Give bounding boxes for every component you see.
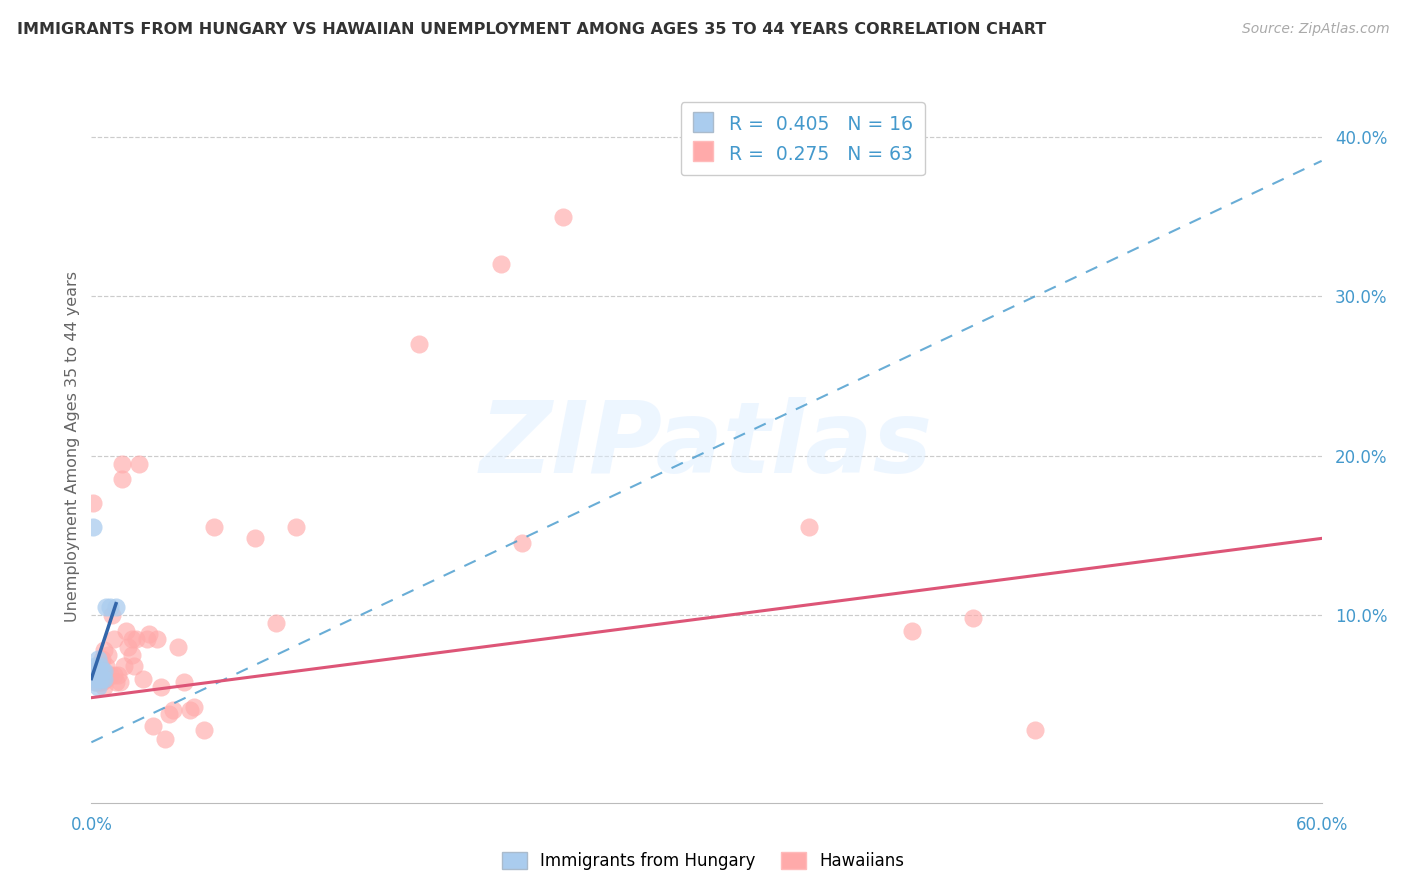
Point	[90, 668, 112, 682]
Point	[94, 599, 117, 614]
Point	[107, 668, 129, 682]
Point	[93, 672, 115, 686]
Legend: Immigrants from Hungary, Hawaiians: Immigrants from Hungary, Hawaiians	[495, 845, 911, 877]
Point	[94, 672, 117, 686]
Point	[150, 680, 173, 694]
Point	[89, 672, 111, 686]
Point	[84, 672, 107, 686]
Point	[202, 520, 225, 534]
Point	[264, 615, 287, 630]
Point	[491, 257, 513, 271]
Point	[86, 664, 108, 678]
Text: IMMIGRANTS FROM HUNGARY VS HAWAIIAN UNEMPLOYMENT AMONG AGES 35 TO 44 YEARS CORRE: IMMIGRANTS FROM HUNGARY VS HAWAIIAN UNEM…	[17, 22, 1046, 37]
Point	[103, 632, 125, 646]
Point	[90, 652, 112, 666]
Point	[84, 658, 107, 673]
Point	[89, 658, 111, 673]
Point	[86, 664, 108, 678]
Point	[84, 674, 107, 689]
Point	[173, 674, 195, 689]
Point	[89, 674, 111, 689]
Point	[90, 674, 112, 689]
Point	[121, 632, 143, 646]
Point	[797, 520, 820, 534]
Point	[111, 473, 134, 487]
Point	[166, 640, 188, 654]
Point	[408, 337, 430, 351]
Point	[125, 632, 148, 646]
Point	[1024, 723, 1046, 737]
Point	[510, 536, 533, 550]
Point	[101, 607, 124, 622]
Point	[90, 664, 112, 678]
Point	[121, 648, 143, 662]
Point	[98, 599, 121, 614]
Point	[153, 732, 177, 747]
Point	[90, 672, 112, 686]
Legend: R =  0.405   N = 16, R =  0.275   N = 63: R = 0.405 N = 16, R = 0.275 N = 63	[681, 103, 925, 176]
Point	[84, 674, 107, 689]
Point	[124, 658, 146, 673]
Text: Source: ZipAtlas.com: Source: ZipAtlas.com	[1241, 22, 1389, 37]
Y-axis label: Unemployment Among Ages 35 to 44 years: Unemployment Among Ages 35 to 44 years	[65, 270, 80, 622]
Point	[90, 672, 112, 686]
Point	[93, 672, 115, 686]
Point	[93, 643, 115, 657]
Point	[86, 672, 108, 686]
Point	[285, 520, 308, 534]
Text: ZIPatlas: ZIPatlas	[479, 398, 934, 494]
Point	[84, 664, 107, 678]
Point	[86, 674, 108, 689]
Point	[105, 599, 127, 614]
Point	[245, 532, 267, 546]
Point	[86, 680, 108, 694]
Point	[98, 668, 121, 682]
Point	[128, 457, 150, 471]
Point	[179, 703, 201, 717]
Point	[142, 719, 165, 733]
Point	[97, 668, 120, 682]
Point	[162, 703, 184, 717]
Point	[93, 680, 115, 694]
Point	[97, 648, 120, 662]
Point	[115, 624, 138, 638]
Point	[82, 520, 104, 534]
Point	[146, 632, 169, 646]
Point	[94, 658, 117, 673]
Point	[962, 611, 984, 625]
Point	[89, 658, 111, 673]
Point	[138, 627, 160, 641]
Point	[193, 723, 215, 737]
Point	[108, 674, 131, 689]
Point	[89, 672, 111, 686]
Point	[551, 210, 574, 224]
Point	[103, 668, 125, 682]
Point	[82, 496, 104, 510]
Point	[183, 700, 205, 714]
Point	[131, 672, 153, 686]
Point	[135, 632, 157, 646]
Point	[157, 706, 180, 721]
Point	[105, 674, 127, 689]
Point	[93, 664, 115, 678]
Point	[112, 658, 135, 673]
Point	[86, 652, 108, 666]
Point	[111, 457, 134, 471]
Point	[900, 624, 922, 638]
Point	[117, 640, 139, 654]
